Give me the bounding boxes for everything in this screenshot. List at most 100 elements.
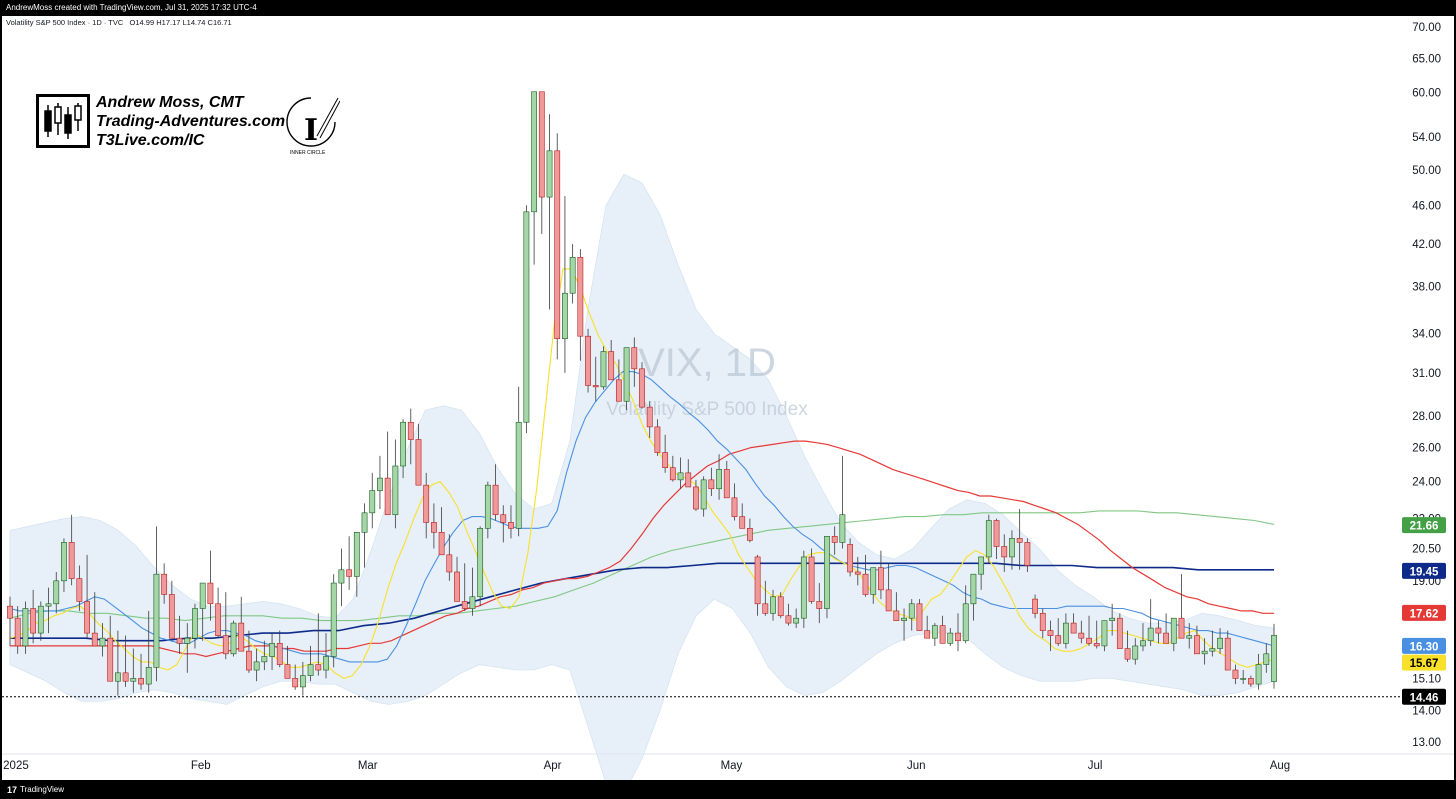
candle[interactable]: [377, 455, 383, 510]
candle[interactable]: [947, 628, 954, 646]
candle[interactable]: [1178, 574, 1185, 639]
candle[interactable]: [646, 401, 653, 438]
candle[interactable]: [1194, 625, 1200, 655]
candle[interactable]: [1109, 603, 1116, 636]
candle[interactable]: [985, 514, 992, 564]
candle[interactable]: [831, 526, 838, 555]
candle[interactable]: [523, 205, 530, 434]
candle[interactable]: [353, 532, 360, 597]
candle[interactable]: [1078, 620, 1085, 644]
candle[interactable]: [37, 601, 44, 641]
candle[interactable]: [1132, 638, 1139, 665]
candle[interactable]: [816, 583, 823, 624]
candle[interactable]: [808, 548, 815, 604]
candle[interactable]: [931, 623, 938, 646]
candle[interactable]: [477, 526, 484, 607]
candle[interactable]: [1124, 630, 1131, 662]
candle[interactable]: [53, 571, 60, 614]
candle[interactable]: [677, 457, 684, 489]
candle[interactable]: [315, 613, 322, 676]
candle[interactable]: [693, 479, 699, 511]
candle[interactable]: [292, 664, 299, 690]
chart-plot-area[interactable]: Volatility S&P 500 Index · 1D · TVC O14.…: [2, 16, 1454, 780]
candle[interactable]: [215, 587, 221, 639]
candle[interactable]: [978, 556, 985, 590]
candle[interactable]: [138, 653, 144, 690]
candle[interactable]: [30, 589, 37, 644]
candle[interactable]: [731, 483, 738, 521]
candle[interactable]: [153, 526, 160, 682]
candle[interactable]: [1240, 670, 1247, 685]
candle[interactable]: [423, 472, 430, 539]
candle[interactable]: [492, 464, 499, 521]
candle[interactable]: [939, 615, 946, 644]
candle[interactable]: [1217, 628, 1223, 654]
candle[interactable]: [739, 503, 746, 529]
candle[interactable]: [1255, 653, 1262, 690]
candle[interactable]: [415, 423, 422, 486]
candle[interactable]: [122, 635, 129, 687]
candle[interactable]: [538, 91, 545, 234]
candle[interactable]: [1155, 620, 1162, 644]
candle[interactable]: [230, 620, 237, 657]
candle[interactable]: [145, 610, 152, 693]
candle[interactable]: [400, 419, 406, 479]
candle[interactable]: [1116, 613, 1123, 649]
candle[interactable]: [546, 114, 553, 310]
candle[interactable]: [631, 337, 638, 387]
candle[interactable]: [1201, 638, 1208, 665]
candle[interactable]: [1032, 594, 1038, 619]
candle[interactable]: [862, 554, 869, 597]
candle[interactable]: [284, 645, 291, 679]
candle[interactable]: [45, 587, 52, 634]
candle[interactable]: [1039, 608, 1046, 639]
candle[interactable]: [639, 362, 645, 409]
candle[interactable]: [431, 503, 437, 549]
candle[interactable]: [585, 328, 591, 393]
candle[interactable]: [22, 601, 29, 654]
candle[interactable]: [323, 633, 329, 679]
candle[interactable]: [107, 615, 114, 682]
candle[interactable]: [1024, 538, 1031, 572]
candle[interactable]: [600, 346, 607, 390]
candle[interactable]: [754, 554, 761, 616]
candle[interactable]: [1070, 613, 1077, 634]
candle[interactable]: [438, 507, 445, 556]
candle[interactable]: [238, 596, 245, 652]
candle[interactable]: [192, 603, 198, 649]
candle[interactable]: [955, 613, 961, 652]
candle[interactable]: [500, 505, 507, 543]
candle[interactable]: [662, 434, 669, 473]
candle[interactable]: [446, 534, 453, 581]
candle[interactable]: [384, 431, 391, 516]
candle[interactable]: [1186, 623, 1193, 649]
candle[interactable]: [839, 455, 846, 549]
candle[interactable]: [800, 550, 807, 629]
candle[interactable]: [330, 574, 337, 668]
candle[interactable]: [554, 133, 561, 360]
candle[interactable]: [747, 518, 753, 543]
candle[interactable]: [562, 196, 568, 373]
candle[interactable]: [762, 580, 769, 616]
candle[interactable]: [1209, 630, 1216, 657]
candle[interactable]: [176, 615, 183, 654]
candle[interactable]: [1232, 664, 1239, 685]
candle[interactable]: [623, 347, 630, 411]
candle[interactable]: [577, 249, 584, 361]
candle[interactable]: [785, 603, 792, 626]
candle[interactable]: [901, 608, 907, 641]
candle[interactable]: [854, 556, 861, 586]
candle[interactable]: [1047, 620, 1054, 652]
candle[interactable]: [484, 481, 491, 539]
candle[interactable]: [1086, 615, 1092, 646]
candle[interactable]: [68, 514, 75, 586]
candle[interactable]: [908, 599, 915, 631]
candle[interactable]: [592, 356, 599, 402]
candle[interactable]: [569, 243, 576, 304]
candle[interactable]: [515, 386, 522, 537]
candle[interactable]: [407, 408, 414, 465]
candle[interactable]: [669, 455, 676, 482]
candle[interactable]: [777, 592, 784, 619]
candle[interactable]: [253, 648, 260, 682]
candle[interactable]: [1170, 617, 1177, 652]
